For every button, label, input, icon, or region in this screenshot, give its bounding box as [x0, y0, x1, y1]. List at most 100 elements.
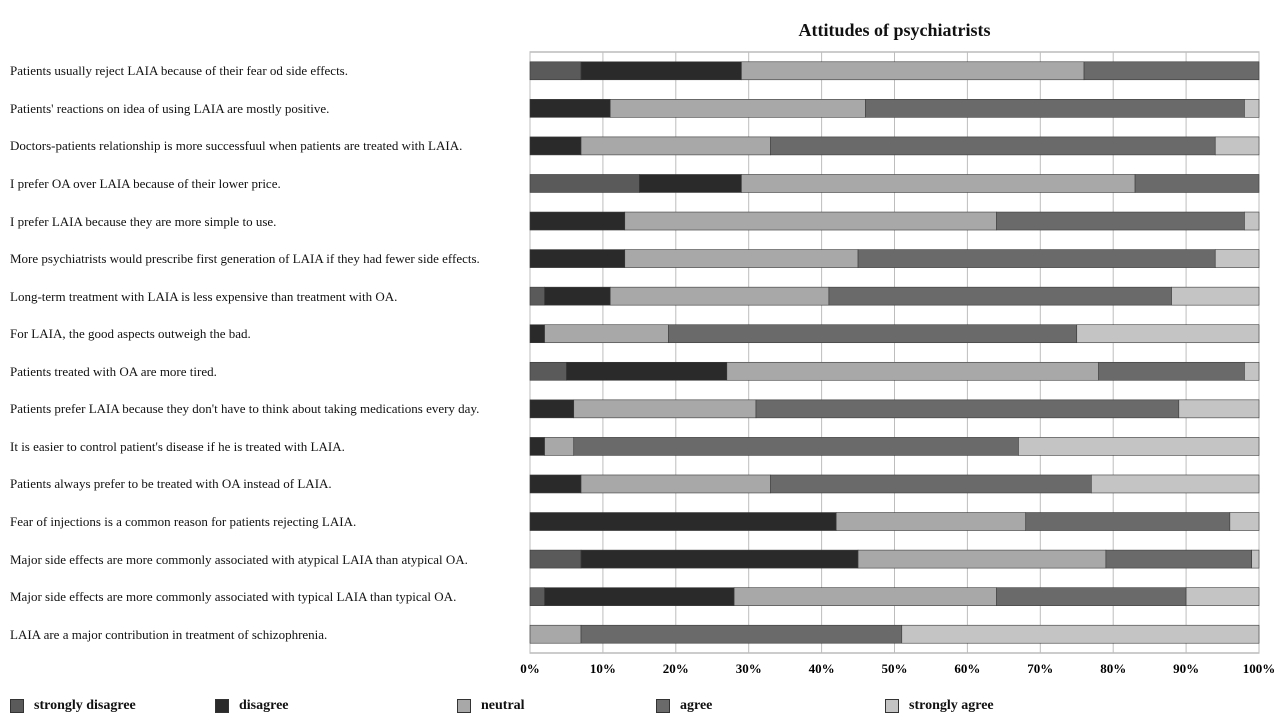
- bar-segment-strongly-agree: [1178, 399, 1260, 419]
- legend: strongly disagree disagree neutral agree str…: [0, 696, 1281, 718]
- bar-segment-strongly-agree: [1244, 211, 1260, 231]
- bar-segment-strongly-agree: [1171, 286, 1260, 306]
- bar-segment-disagree: [529, 99, 611, 118]
- category-label: I prefer OA over LAIA because of their l…: [10, 175, 281, 191]
- bar-segment-strongly-agree: [901, 624, 1260, 644]
- bar-segment-strongly-agree: [1185, 587, 1260, 606]
- legend-item: strongly agree: [885, 698, 994, 714]
- bar-segment-neutral: [726, 361, 1099, 381]
- bar-segment-agree: [668, 324, 1078, 344]
- bar-segment-neutral: [529, 624, 582, 644]
- bar-segment-agree: [1098, 361, 1245, 381]
- category-label: Doctors-patients relationship is more su…: [10, 138, 463, 154]
- category-label: I prefer LAIA because they are more simp…: [10, 213, 277, 229]
- legend-label: agree: [680, 698, 713, 713]
- legend-item: neutral: [457, 698, 525, 714]
- category-label: It is easier to control patient's diseas…: [10, 438, 345, 454]
- bar-segment-agree: [573, 437, 1019, 456]
- bar-segment-neutral: [835, 512, 1027, 531]
- bar-segment-strongly-agree: [1018, 437, 1260, 456]
- category-label: Patients treated with OA are more tired.: [10, 363, 217, 379]
- bar-segment-strongly-agree: [1244, 99, 1260, 118]
- bar-segment-strongly-agree: [1076, 324, 1260, 344]
- bar-segment-disagree: [580, 61, 742, 81]
- x-tick-label: 0%: [520, 661, 540, 676]
- x-tick-label: 20%: [663, 661, 689, 676]
- bar-segment-disagree: [529, 324, 545, 344]
- bar-segment-agree: [996, 587, 1187, 606]
- bar-segment-neutral: [741, 174, 1136, 193]
- bar-segment-disagree: [544, 286, 611, 306]
- bar-segment-agree: [1105, 549, 1253, 569]
- plot-area: 0% 10% 20% 30% 40% 50% 60% 70% 80% 90% 100%: [520, 51, 1275, 676]
- bar-segment-agree: [996, 211, 1245, 231]
- bar-segment-neutral: [741, 61, 1085, 81]
- legend-swatch: [215, 699, 229, 713]
- legend-swatch: [656, 699, 670, 713]
- bar-segment-agree: [1083, 61, 1260, 81]
- x-tick-label: 40%: [809, 661, 835, 676]
- bar-segment-neutral: [544, 437, 575, 456]
- bar-segment-neutral: [580, 136, 771, 156]
- legend-swatch: [10, 699, 24, 713]
- legend-label: disagree: [239, 698, 289, 713]
- bar-segment-disagree: [544, 587, 735, 606]
- bar-segment-strongly-agree: [1214, 249, 1260, 268]
- bar-segment-neutral: [580, 474, 771, 494]
- legend-label: strongly agree: [909, 698, 994, 713]
- bar-segment-disagree: [580, 549, 859, 569]
- bar-segment-disagree: [639, 174, 742, 193]
- bar-segment-agree: [770, 136, 1216, 156]
- category-label: Major side effects are more commonly ass…: [10, 589, 457, 605]
- bar-segment-neutral: [857, 549, 1107, 569]
- category-label: Patients usually reject LAIA because of …: [10, 63, 348, 79]
- category-label: For LAIA, the good aspects outweigh the …: [10, 326, 251, 342]
- x-tick-label: 50%: [882, 661, 908, 676]
- bar-segment-neutral: [544, 324, 669, 344]
- x-tick-label: 60%: [954, 661, 980, 676]
- bar-segment-strongly-disagree: [529, 587, 545, 606]
- category-label: Patients always prefer to be treated wit…: [10, 476, 332, 492]
- bar-segment-strongly-agree: [1229, 512, 1260, 531]
- chart-title: Attitudes of psychiatrists: [798, 20, 991, 40]
- category-label: Long-term treatment with LAIA is less ex…: [10, 288, 398, 304]
- x-tick-label: 70%: [1027, 661, 1053, 676]
- bar-segment-disagree: [529, 399, 575, 419]
- legend-swatch: [457, 699, 471, 713]
- x-tick-label: 80%: [1100, 661, 1126, 676]
- legend-item: disagree: [215, 698, 289, 714]
- bar-segment-neutral: [624, 211, 997, 231]
- bar-segment-neutral: [733, 587, 997, 606]
- bar-segment-strongly-agree: [1251, 549, 1260, 569]
- category-label: Patients' reactions on idea of using LAI…: [10, 100, 330, 116]
- legend-label: neutral: [481, 698, 525, 713]
- bar-segment-disagree: [529, 249, 626, 268]
- bar-segment-strongly-disagree: [529, 549, 582, 569]
- bar-segment-disagree: [566, 361, 728, 381]
- bar-segment-neutral: [609, 99, 866, 118]
- bar-segment-strongly-agree: [1214, 136, 1260, 156]
- bar-segment-disagree: [529, 211, 626, 231]
- x-tick-label: 90%: [1173, 661, 1199, 676]
- category-label: Fear of injections is a common reason fo…: [10, 514, 357, 530]
- legend-label: strongly disagree: [34, 698, 136, 713]
- bar-segment-agree: [1134, 174, 1260, 193]
- bar-segment-agree: [828, 286, 1172, 306]
- bar-segment-disagree: [529, 136, 582, 156]
- bar-segment-strongly-agree: [1091, 474, 1260, 494]
- category-label: Major side effects are more commonly ass…: [10, 551, 468, 567]
- x-tick-label: 30%: [736, 661, 762, 676]
- legend-swatch: [885, 699, 899, 713]
- category-label: LAIA are a major contribution in treatme…: [10, 626, 328, 642]
- x-tick-label: 10%: [590, 661, 616, 676]
- bar-segment-neutral: [573, 399, 757, 419]
- bar-segment-disagree: [529, 437, 545, 456]
- bar-segment-neutral: [609, 286, 830, 306]
- bar-segment-agree: [755, 399, 1180, 419]
- bar-segment-strongly-disagree: [529, 361, 567, 381]
- bar-segment-agree: [770, 474, 1092, 494]
- category-label: Patients prefer LAIA because they don't …: [10, 401, 480, 417]
- bar-segment-strongly-disagree: [529, 174, 640, 193]
- bar-segment-neutral: [624, 249, 859, 268]
- bar-segment-agree: [865, 99, 1245, 118]
